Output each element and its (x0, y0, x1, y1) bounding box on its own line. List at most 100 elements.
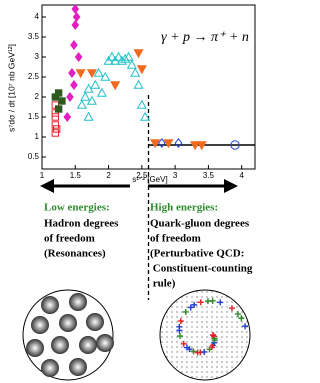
data-point (54, 105, 63, 113)
data-point (196, 141, 207, 151)
quark-mark (210, 332, 216, 338)
y-tick-label: 0.5 (28, 152, 40, 161)
y-tick-label: 4 (35, 12, 40, 21)
x-tick-label: 2 (106, 171, 111, 180)
data-point (80, 91, 91, 101)
panel-line: Hadron degrees (44, 218, 119, 230)
quark-mark (242, 323, 249, 330)
x-tick-label: 2.5 (136, 171, 148, 180)
quark-mark (209, 297, 216, 304)
hadron-circle (22, 289, 114, 381)
panel-title: Low energies: (44, 202, 110, 214)
data-point (74, 51, 83, 63)
data-point (96, 87, 107, 97)
quark-mark (182, 308, 189, 315)
data-point (174, 137, 183, 149)
quark-mark (208, 344, 215, 351)
data-point (52, 125, 61, 133)
hadron-blob (51, 336, 69, 354)
quark-circle (159, 289, 251, 381)
quark-mark (210, 333, 217, 340)
data-point (51, 113, 60, 121)
data-point (86, 95, 97, 105)
data-point (72, 11, 81, 23)
data-point (110, 81, 121, 91)
data-point (230, 140, 240, 150)
hadron-blob (59, 314, 77, 332)
hadron-blob (86, 313, 104, 331)
quark-mark (211, 337, 218, 344)
data-point (86, 69, 97, 79)
data-point (70, 79, 78, 91)
y-tick-label: 2 (35, 92, 40, 101)
y-tick-label: 3.5 (28, 32, 40, 41)
data-point (71, 3, 80, 15)
quark-mark (197, 299, 204, 306)
panel-line: Constituent-counting (150, 263, 253, 275)
figure: γ + p → π⁺ + n s⁷dσ / dt [10⁷ nb GeV¹²] … (6, 3, 256, 381)
data-point (90, 79, 101, 89)
quark-mark (228, 305, 235, 312)
data-point (68, 67, 76, 79)
hadron-blob (69, 293, 87, 311)
quark-mark (194, 349, 201, 356)
x-tick-label: 1 (40, 171, 45, 180)
data-point (130, 67, 141, 77)
right-arrowhead (224, 179, 238, 193)
quark-mark (177, 317, 184, 324)
data-point (190, 141, 201, 151)
data-point (126, 59, 137, 69)
hadron-blob (69, 358, 87, 376)
quark-mark (180, 340, 187, 347)
quark-mark (234, 311, 241, 318)
hadron-blob (96, 334, 114, 352)
y-tick-label: 2.5 (28, 72, 40, 81)
hadron-blob (41, 359, 59, 377)
quark-mark (238, 315, 245, 322)
panel-line: Quark-gluon degrees (150, 218, 250, 230)
data-point (113, 51, 124, 61)
panel-title: High energies: (150, 202, 218, 214)
y-axis-label: s⁷dσ / dt [10⁷ nb GeV¹²] (6, 44, 16, 132)
quark-mark (177, 333, 184, 340)
panel-line: of freedom (150, 233, 201, 245)
reaction-annotation: γ + p → π⁺ + n (161, 30, 249, 45)
x-tick-label: 4 (239, 171, 244, 180)
x-tick-label: 3 (173, 171, 178, 180)
hadron-blob (26, 339, 44, 357)
y-tick-label: 1 (35, 132, 40, 141)
quark-mark (191, 301, 198, 308)
data-point (150, 139, 161, 149)
panel-line: (Perturbative QCD: (150, 248, 244, 260)
data-point (140, 111, 151, 121)
y-tick-label: 1.5 (28, 112, 40, 121)
x-tick-label: 3.5 (203, 171, 215, 180)
data-point (136, 65, 147, 75)
data-point (76, 99, 87, 109)
data-point (133, 49, 144, 59)
data-point (100, 71, 111, 81)
hadron-blob (79, 336, 97, 354)
data-point (136, 99, 147, 109)
data-point (71, 19, 80, 31)
quark-mark (183, 344, 190, 351)
data-point (54, 89, 63, 97)
data-point (93, 67, 104, 77)
data-point (58, 97, 66, 105)
data-point (120, 53, 131, 63)
panel-line: rule) (150, 278, 176, 290)
left-arrowhead (40, 179, 54, 193)
hadron-blob (31, 316, 49, 334)
quark-mark (176, 323, 183, 330)
data-point (106, 51, 117, 61)
data-point (70, 39, 78, 51)
x-tick-label: 1.5 (70, 171, 82, 180)
data-point (123, 51, 134, 61)
data-point (51, 129, 60, 137)
data-point (51, 121, 60, 129)
hadron-blob (41, 296, 59, 314)
data-point (163, 139, 174, 149)
quark-mark (187, 304, 194, 311)
data-point (83, 111, 94, 121)
data-point (66, 91, 74, 103)
